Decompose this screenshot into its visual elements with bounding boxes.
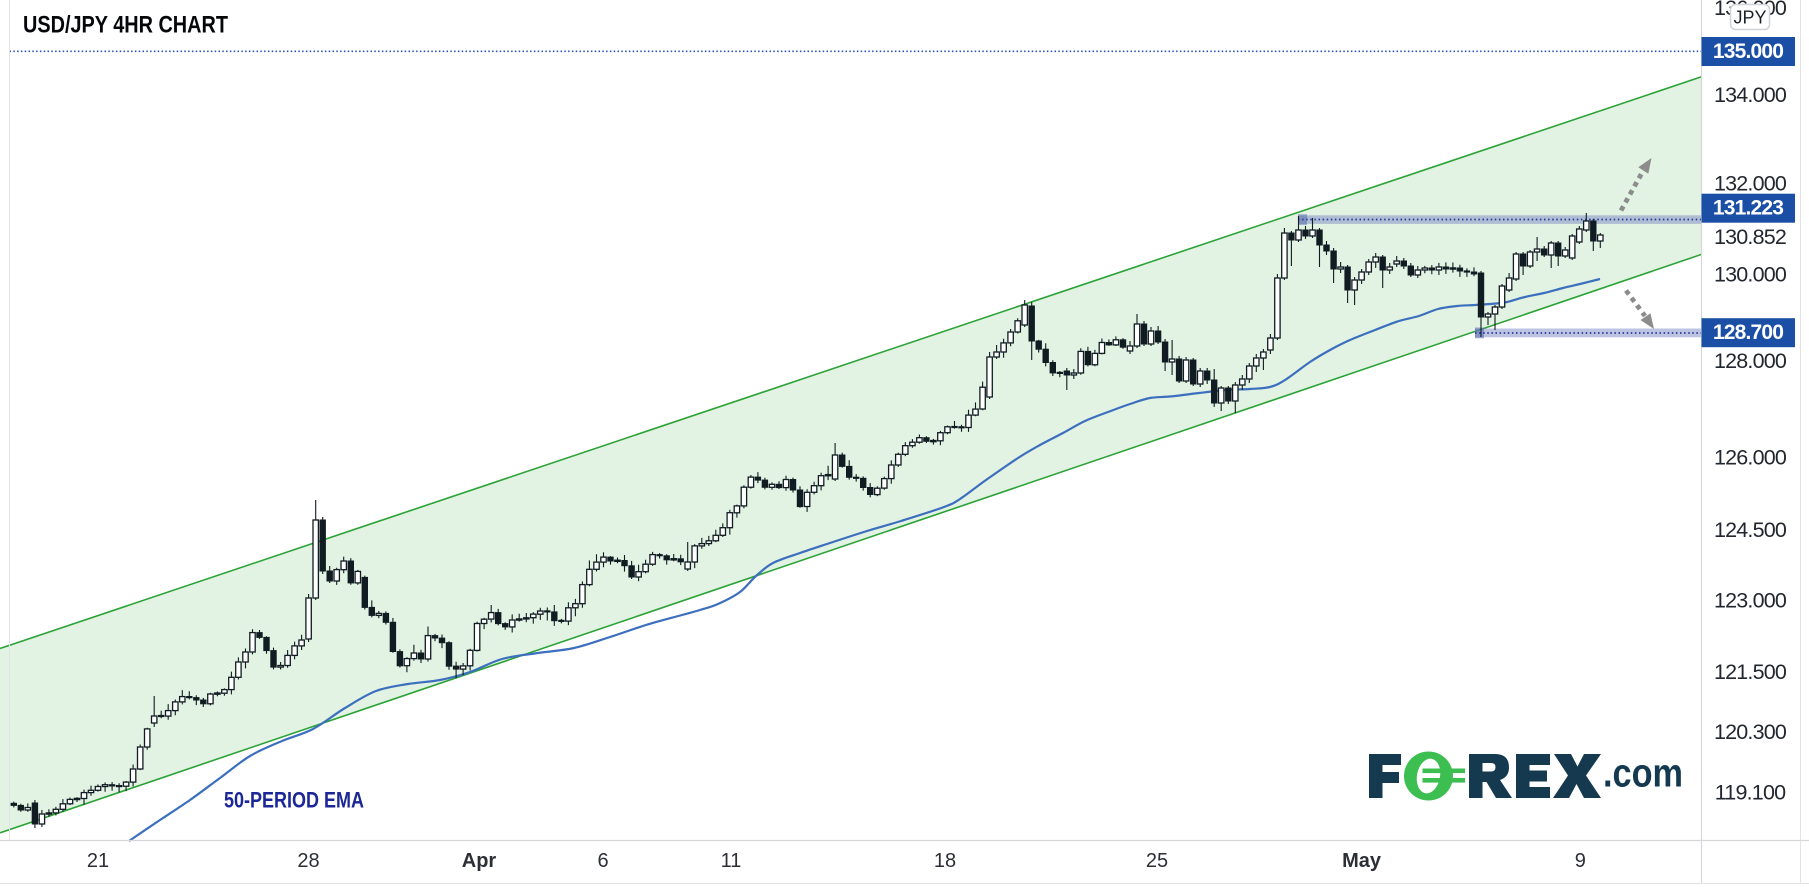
svg-text:130.852: 130.852 (1714, 225, 1786, 249)
svg-text:134.000: 134.000 (1714, 83, 1787, 107)
svg-text:124.500: 124.500 (1714, 518, 1787, 542)
svg-text:.com: .com (1603, 752, 1683, 796)
svg-text:128.000: 128.000 (1714, 349, 1787, 373)
svg-text:121.500: 121.500 (1714, 660, 1787, 684)
svg-text:131.223: 131.223 (1713, 197, 1783, 220)
svg-text:123.000: 123.000 (1714, 589, 1787, 613)
svg-text:130.000: 130.000 (1714, 263, 1787, 287)
svg-text:18: 18 (934, 850, 956, 872)
svg-text:135.000: 135.000 (1713, 40, 1783, 63)
svg-text:132.000: 132.000 (1714, 172, 1787, 196)
svg-text:128.700: 128.700 (1713, 321, 1783, 344)
svg-text:11: 11 (721, 850, 742, 872)
svg-text:126.000: 126.000 (1714, 446, 1787, 470)
svg-text:119.100: 119.100 (1715, 781, 1786, 805)
svg-text:28: 28 (297, 850, 319, 872)
svg-text:JPY: JPY (1733, 8, 1766, 28)
svg-text:USD/JPY 4HR CHART: USD/JPY 4HR CHART (23, 12, 228, 39)
svg-text:6: 6 (597, 850, 608, 872)
svg-text:50-PERIOD EMA: 50-PERIOD EMA (224, 788, 364, 813)
svg-text:25: 25 (1146, 850, 1168, 872)
svg-text:120.300: 120.300 (1714, 720, 1787, 744)
svg-text:9: 9 (1575, 850, 1586, 872)
svg-text:21: 21 (87, 850, 109, 872)
svg-text:Apr: Apr (462, 850, 497, 872)
svg-text:May: May (1342, 850, 1382, 872)
